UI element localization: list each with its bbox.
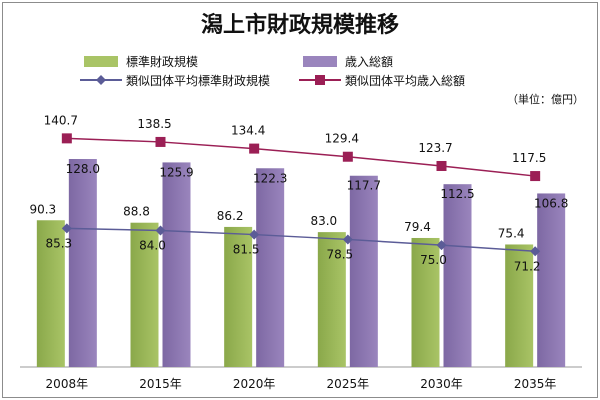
data-label-similar-revenue: 134.4: [231, 124, 265, 138]
data-label-revenue-total: 117.7: [347, 179, 381, 193]
line-similar-standard: [66, 227, 536, 253]
x-tick-label: 2035年: [514, 377, 557, 391]
legend-marker-similar-revenue: [315, 75, 325, 85]
data-label-similar-revenue: 140.7: [44, 113, 78, 127]
data-label-similar-standard: 75.0: [420, 253, 447, 267]
data-label-similar-standard: 85.3: [45, 236, 72, 250]
data-label-standard-scale: 88.8: [123, 205, 150, 219]
data-label-standard-scale: 75.4: [498, 226, 525, 240]
x-tick-label: 2008年: [46, 377, 89, 391]
bar-standard-scale: [36, 220, 65, 367]
x-tick-label: 2020年: [233, 377, 276, 391]
legend-swatch-revenue-total: [303, 56, 337, 67]
marker-similar-revenue: [61, 133, 72, 144]
data-label-similar-standard: 71.2: [514, 259, 541, 273]
bar-revenue-total: [256, 168, 285, 367]
data-label-revenue-total: 125.9: [159, 165, 193, 179]
legend-label-similar-standard: 類似団体平均標準財政規模: [126, 73, 270, 88]
legend-item-similar-revenue: 類似団体平均歳入総額: [299, 74, 465, 88]
chart-marks: 90.3 128.0 88.8 125.9 86.2 122.3 83.0 117.7 79.4…: [29, 113, 568, 391]
marker-similar-standard: [530, 246, 541, 257]
legend-item-similar-standard: 類似団体平均標準財政規模: [80, 73, 270, 88]
legend-marker-similar-standard: [96, 75, 106, 85]
x-tick-label: 2030年: [420, 377, 463, 391]
bar-standard-scale: [130, 222, 159, 367]
data-label-similar-revenue: 117.5: [512, 151, 546, 165]
data-label-similar-revenue: 123.7: [418, 141, 452, 155]
marker-similar-standard: [249, 229, 260, 240]
data-label-revenue-total: 128.0: [66, 162, 100, 176]
marker-similar-revenue: [436, 160, 447, 171]
bar-revenue-total: [537, 193, 566, 367]
marker-similar-standard: [342, 234, 353, 245]
data-label-similar-standard: 78.5: [326, 247, 353, 261]
line-similar-revenue: [66, 137, 536, 177]
bar-revenue-total: [68, 159, 97, 367]
bar-standard-scale: [505, 244, 534, 367]
data-label-standard-scale: 90.3: [29, 202, 56, 216]
bar-standard-scale: [411, 237, 440, 367]
x-tick-label: 2015年: [139, 377, 182, 391]
bar-standard-scale: [224, 226, 253, 367]
marker-similar-revenue: [530, 171, 541, 182]
marker-similar-revenue: [249, 143, 260, 154]
bar-standard-scale: [317, 232, 346, 367]
data-label-standard-scale: 86.2: [217, 209, 244, 223]
data-label-standard-scale: 79.4: [404, 220, 431, 234]
marker-similar-revenue: [155, 136, 166, 147]
data-label-revenue-total: 122.3: [253, 171, 287, 185]
bar-revenue-total: [443, 184, 472, 367]
data-label-similar-revenue: 129.4: [325, 132, 359, 146]
unit-note: （単位：億円）: [507, 92, 584, 106]
bar-revenue-total: [162, 162, 191, 367]
legend-item-revenue-total: 歳入総額: [303, 55, 393, 69]
data-label-similar-standard: 84.0: [139, 239, 166, 253]
data-label-similar-revenue: 138.5: [137, 117, 171, 131]
legend-item-standard-scale: 標準財政規模: [84, 54, 198, 69]
x-tick-label: 2025年: [327, 377, 370, 391]
legend-label-standard-scale: 標準財政規模: [126, 54, 198, 69]
chart-title: 潟上市財政規模推移: [201, 12, 399, 38]
data-label-revenue-total: 112.5: [440, 187, 474, 201]
legend-label-revenue-total: 歳入総額: [345, 55, 393, 69]
legend: 標準財政規模 歳入総額 類似団体平均標準財政規模 類似団体平均歳入総額: [80, 54, 465, 88]
legend-swatch-standard-scale: [84, 56, 118, 67]
marker-similar-standard: [155, 225, 166, 236]
marker-similar-standard: [436, 240, 447, 251]
legend-label-similar-revenue: 類似団体平均歳入総額: [345, 74, 465, 88]
data-label-similar-standard: 81.5: [233, 243, 260, 257]
data-label-standard-scale: 83.0: [310, 214, 337, 228]
marker-similar-standard: [61, 223, 72, 234]
bar-revenue-total: [349, 175, 378, 367]
data-label-revenue-total: 106.8: [534, 196, 568, 210]
marker-similar-revenue: [342, 151, 353, 162]
